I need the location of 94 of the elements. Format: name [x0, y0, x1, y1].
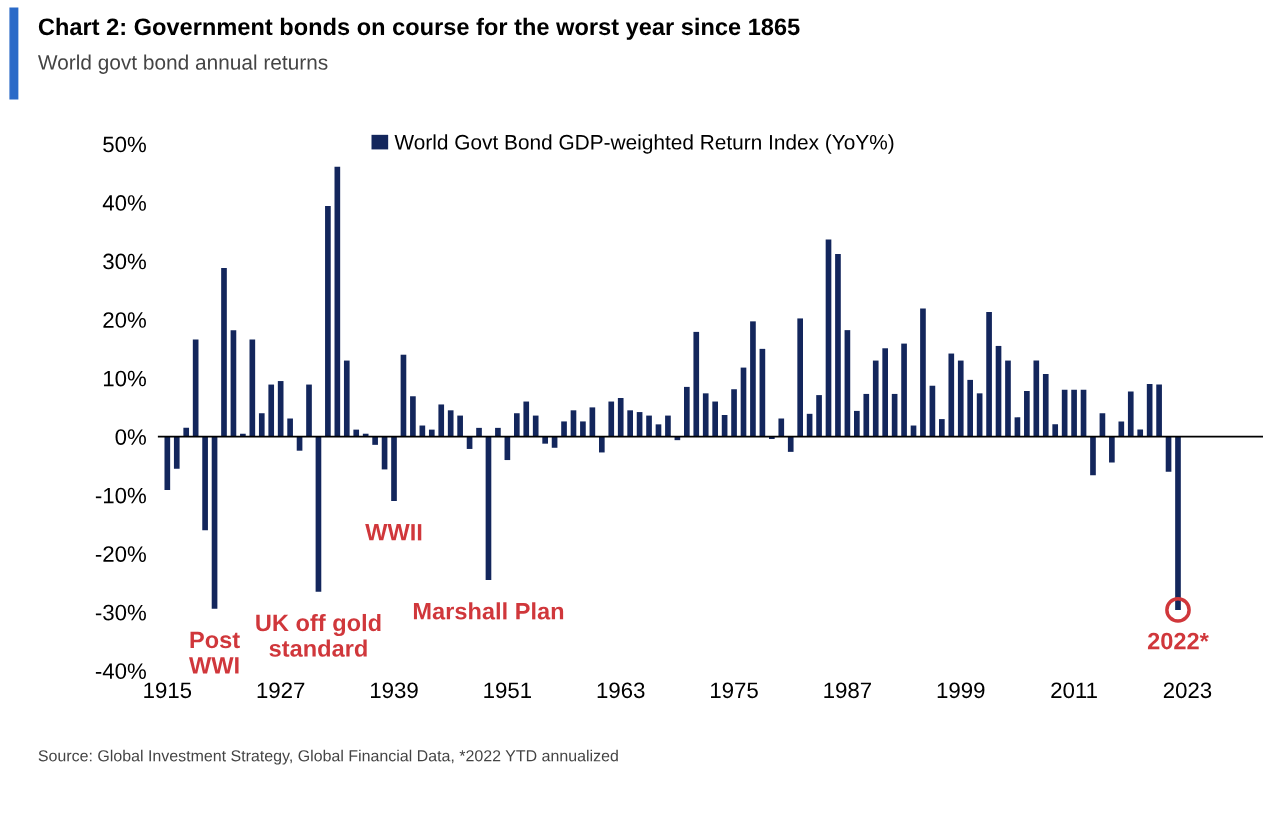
bar [901, 343, 907, 437]
bar [306, 384, 312, 437]
bar [731, 389, 737, 437]
bar [202, 436, 208, 531]
bar [797, 318, 803, 437]
bar [447, 410, 454, 437]
bar [1118, 421, 1125, 437]
bar [665, 415, 671, 437]
bar [683, 386, 690, 437]
bar [1109, 436, 1115, 463]
annotation: UK off gold standard [256, 613, 381, 657]
bar [277, 381, 284, 437]
bar [249, 339, 256, 437]
y-tick-label: -20% [95, 546, 146, 562]
x-tick-label: 1915 [144, 682, 192, 699]
bar [617, 398, 624, 437]
bar [1090, 436, 1096, 476]
bar [627, 410, 633, 437]
bar [1127, 391, 1134, 437]
bar [1156, 384, 1162, 437]
bar [1071, 389, 1077, 437]
bar [268, 384, 275, 437]
bar [287, 418, 293, 437]
bar [986, 311, 992, 437]
bar [920, 308, 926, 437]
annotation: Marshall Plan [413, 602, 564, 620]
bar [835, 254, 841, 437]
bar [787, 436, 794, 452]
y-tick-label: 40% [102, 195, 146, 211]
bar [410, 396, 416, 437]
bar [1033, 360, 1040, 437]
y-tick-label: 10% [103, 370, 146, 387]
bar [1052, 424, 1059, 437]
annotation: Post WWI [189, 631, 240, 674]
bar [608, 401, 615, 437]
y-tick-label: 50% [103, 136, 146, 153]
bar [872, 360, 879, 437]
bar [523, 401, 530, 437]
bar [750, 321, 756, 437]
y-tick-label: -10% [95, 487, 146, 504]
legend-label: World Govt Bond GDP-weighted Return Index (YoY%) [394, 134, 894, 154]
y-tick-label: 30% [103, 253, 146, 270]
y-tick-label: 0% [115, 429, 146, 445]
bar [854, 410, 860, 437]
chart-subtitle: World govt bond annual returns [37, 54, 328, 74]
bar [1024, 391, 1030, 437]
bar [343, 360, 350, 437]
bar [646, 415, 652, 437]
bar [457, 415, 463, 437]
bar [221, 268, 227, 437]
source-note: Source: Global Investment Strategy, Global Financial Data, *2022 YTD annualized [38, 749, 618, 765]
bar [778, 418, 785, 437]
bar [438, 404, 445, 437]
y-tick-label: -40% [95, 663, 146, 680]
x-tick-label: 2011 [1051, 682, 1097, 699]
x-tick-label: 1963 [597, 682, 645, 699]
bar [173, 436, 180, 469]
x-tick-label: 1951 [484, 682, 531, 699]
y-tick-label: -30% [95, 604, 146, 621]
x-tick-label: 1927 [257, 682, 305, 699]
bar [532, 415, 539, 437]
y-tick-label: 20% [103, 312, 146, 328]
bar [561, 421, 567, 437]
x-tick-label: 2023 [1163, 682, 1212, 699]
bar [712, 401, 718, 437]
bar [164, 436, 171, 490]
bar [816, 395, 822, 437]
bar [702, 393, 709, 437]
bar [1042, 374, 1049, 437]
bar [863, 393, 870, 437]
bar [598, 436, 605, 453]
bar [769, 436, 775, 439]
annotation: WWII [365, 524, 422, 541]
x-tick-label: 1939 [370, 682, 418, 699]
bar [580, 421, 586, 437]
bar [542, 436, 548, 444]
bar [957, 360, 964, 437]
bar [882, 348, 889, 437]
x-tick-label: 1999 [937, 682, 985, 699]
bar [1005, 360, 1011, 437]
x-tick-label: 1975 [711, 682, 758, 699]
x-tick-label: 1987 [824, 682, 871, 699]
bar [948, 353, 955, 437]
bar [391, 436, 397, 502]
bar [939, 419, 945, 437]
annotation: 2022* [1147, 632, 1209, 650]
bar [967, 379, 974, 437]
chart-title: Chart 2: Government bonds on course for the worst year since 1865 [38, 17, 800, 40]
bar [1175, 436, 1181, 610]
bar [372, 436, 378, 445]
bar [513, 413, 520, 437]
bar [258, 413, 265, 437]
bar [325, 206, 331, 437]
bar [693, 331, 700, 437]
